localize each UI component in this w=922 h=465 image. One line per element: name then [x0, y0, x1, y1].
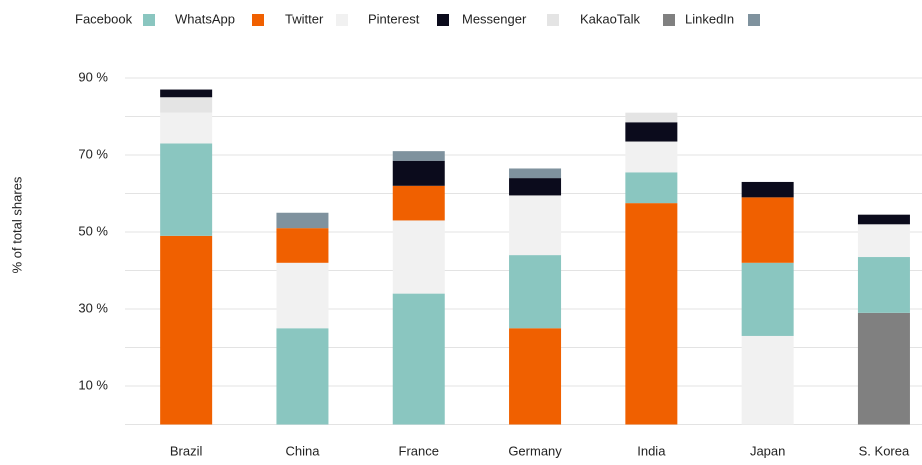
y-tick-label: 50 % — [78, 223, 108, 238]
bar-segment — [741, 335, 794, 425]
legend-swatch — [748, 14, 760, 26]
legend-swatch — [663, 14, 675, 26]
bar-segment — [625, 112, 678, 123]
x-tick-label: China — [285, 443, 320, 458]
legend-swatch — [437, 14, 449, 26]
x-tick-label: Japan — [750, 443, 785, 458]
legend-label: LinkedIn — [685, 11, 734, 26]
y-tick-label: 70 % — [78, 146, 108, 161]
bar-segment — [509, 195, 562, 256]
bar-segment — [509, 255, 562, 329]
bar-segment — [392, 151, 445, 161]
bar-segment — [857, 257, 910, 313]
bar-segment — [276, 228, 329, 263]
bar-segment — [625, 172, 678, 204]
bar-segment — [741, 181, 794, 198]
x-tick-label: S. Korea — [859, 443, 910, 458]
x-tick-label: Brazil — [170, 443, 203, 458]
legend-swatch — [143, 14, 155, 26]
legend-label: KakaoTalk — [580, 11, 640, 26]
bar-segment — [625, 203, 678, 425]
x-tick-label: Germany — [508, 443, 562, 458]
y-tick-label: 90 % — [78, 69, 108, 84]
y-tick-label: 10 % — [78, 377, 108, 392]
legend-label: Pinterest — [368, 11, 420, 26]
bar-segment — [625, 122, 678, 142]
y-axis-label: % of total shares — [9, 176, 24, 273]
legend-label: Messenger — [462, 11, 527, 26]
legend-label: Facebook — [75, 11, 133, 26]
x-tick-label: India — [637, 443, 666, 458]
bar-segment — [857, 224, 910, 258]
bar-segment — [392, 185, 445, 221]
y-tick-label: 30 % — [78, 300, 108, 315]
x-tick-label: France — [399, 443, 439, 458]
legend-label: Twitter — [285, 11, 324, 26]
bar-segment — [509, 178, 562, 196]
bar-segment — [392, 293, 445, 425]
bar-segment — [392, 160, 445, 186]
bar-segment — [160, 112, 213, 144]
bar-segment — [741, 262, 794, 336]
bar-segment — [741, 197, 794, 263]
bar-segment — [160, 143, 213, 236]
legend-label: WhatsApp — [175, 11, 235, 26]
bar-segment — [857, 214, 910, 225]
legend-swatch — [252, 14, 264, 26]
bar-segment — [625, 141, 678, 173]
bar-segment — [276, 328, 329, 425]
bar-segment — [276, 212, 329, 229]
bar-segment — [509, 168, 562, 179]
legend-swatch — [336, 14, 348, 26]
legend-swatch — [547, 14, 559, 26]
bar-segment — [857, 312, 910, 425]
bar-segment — [276, 262, 329, 329]
bar-segment — [160, 97, 213, 113]
bar-segment — [509, 328, 562, 425]
bar-segment — [392, 220, 445, 294]
bar-segment — [160, 235, 213, 425]
bar-segment — [160, 89, 213, 98]
